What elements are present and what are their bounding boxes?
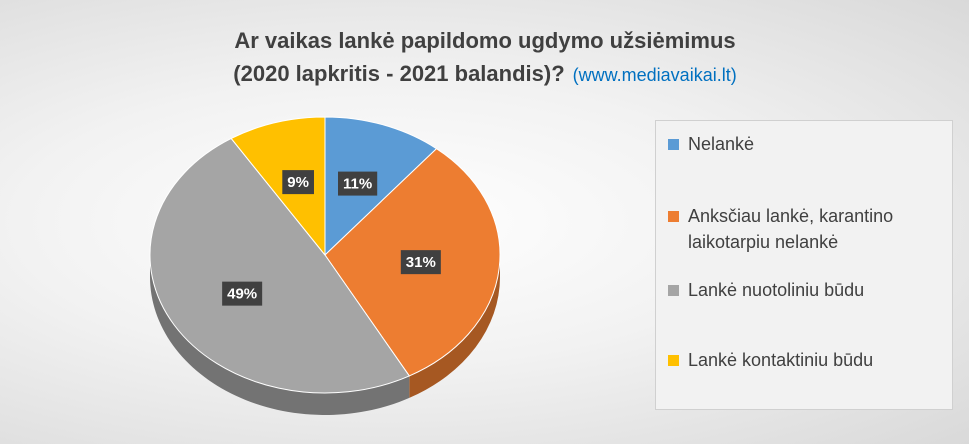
- chart-title: Ar vaikas lankė papildomo ugdymo užsiėmi…: [234, 28, 735, 53]
- legend-item: Nelankė: [668, 131, 948, 157]
- value-label: 9%: [287, 174, 309, 191]
- legend-swatch: [668, 285, 679, 296]
- value-label-box: [338, 171, 378, 196]
- legend-item: Lankė kontaktiniu būdu: [668, 347, 948, 373]
- value-label: 11%: [343, 176, 372, 193]
- legend-swatch: [668, 355, 679, 366]
- pie-side: [409, 255, 500, 398]
- legend-label: Lankė nuotoliniu būdu: [688, 280, 865, 300]
- pie-slice: [324, 116, 438, 257]
- legend-item: Anksčiau lankė, karantino laikotarpiu ne…: [668, 203, 948, 255]
- legend: Nelankė Anksčiau lankė, karantino laikota…: [655, 120, 953, 410]
- pie-slice: [149, 137, 411, 394]
- value-label: 31%: [406, 254, 436, 271]
- legend-swatch: [668, 211, 679, 222]
- legend-label: Lankė kontaktiniu būdu: [688, 350, 874, 370]
- legend-label: Nelankė: [688, 134, 755, 154]
- pie-slice: [230, 116, 326, 257]
- value-label-box: [400, 250, 441, 275]
- legend-item: Lankė nuotoliniu būdu: [668, 277, 948, 303]
- chart-title: (2020 lapkritis - 2021 balandis)?: [233, 61, 564, 86]
- chart-title-line: (2020 lapkritis - 2021 balandis)? (www.me…: [233, 61, 736, 86]
- pie: 11% 31% 49% 9%: [149, 116, 501, 416]
- value-label-box: [222, 281, 263, 306]
- chart-subtitle: (www.mediavaikai.lt): [573, 65, 737, 85]
- value-label: 49%: [227, 286, 257, 303]
- legend-label: Anksčiau lankė, karantino laikotarpiu ne…: [688, 206, 894, 252]
- pie-side: [150, 255, 410, 416]
- value-label-box: [282, 170, 314, 195]
- legend-swatch: [668, 139, 679, 150]
